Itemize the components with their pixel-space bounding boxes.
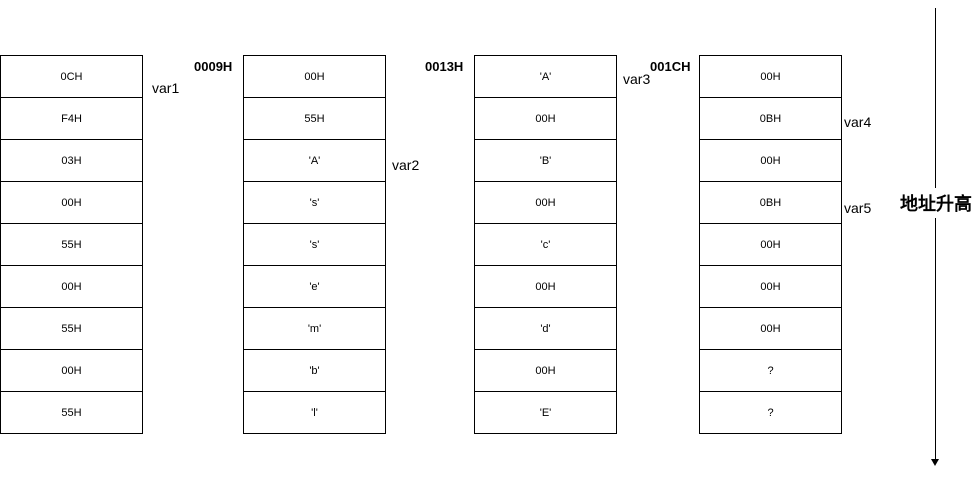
var1-label: var1 [152,80,180,96]
memory-cell: 00H [699,223,842,266]
memory-cell: 55H [0,307,143,350]
address-label-col3: 0013H [425,59,464,74]
memory-cell: 'B' [474,139,617,182]
memory-cell: 0BH [699,97,842,140]
memory-cell: 'b' [243,349,386,392]
var3-label: var3 [623,71,651,87]
memory-column-3: 'A' 00H 'B' 00H 'c' 00H 'd' 00H 'E' [474,55,617,434]
memory-cell: 55H [243,97,386,140]
var2-label: var2 [392,157,420,173]
var4-label: var4 [844,114,872,130]
memory-cell: 00H [474,349,617,392]
memory-cell: 55H [0,391,143,434]
memory-cell: 00H [699,307,842,350]
memory-cell: 00H [474,181,617,224]
memory-column-4: 00H 0BH 00H 0BH 00H 00H 00H ? ? [699,55,842,434]
memory-cell: 00H [699,265,842,308]
memory-cell: 's' [243,181,386,224]
memory-cell: 03H [0,139,143,182]
memory-cell: 00H [474,97,617,140]
memory-column-1: 0CH F4H 03H 00H 55H 00H 55H 00H 55H [0,55,143,434]
arrow-down-icon [931,459,939,466]
memory-cell: ? [699,391,842,434]
var5-label: var5 [844,200,872,216]
memory-cell: 00H [0,181,143,224]
memory-cell: 'l' [243,391,386,434]
memory-cell: 00H [0,265,143,308]
address-axis-label: 地址升高 [900,188,972,218]
memory-cell: 00H [0,349,143,392]
memory-cell: 0BH [699,181,842,224]
memory-cell: ? [699,349,842,392]
address-axis-line [935,8,936,463]
address-label-col4: 001CH [650,59,691,74]
memory-cell: 00H [699,55,842,98]
memory-column-2: 00H 55H 'A' 's' 's' 'e' 'm' 'b' 'l' [243,55,386,434]
memory-cell: 'e' [243,265,386,308]
memory-cell: 00H [243,55,386,98]
memory-cell: 00H [699,139,842,182]
memory-cell: 'E' [474,391,617,434]
memory-cell: 's' [243,223,386,266]
memory-cell: 00H [474,265,617,308]
memory-cell: 'd' [474,307,617,350]
memory-cell: 'm' [243,307,386,350]
memory-cell: 'A' [474,55,617,98]
address-label-col2: 0009H [194,59,233,74]
memory-cell: F4H [0,97,143,140]
memory-cell: 0CH [0,55,143,98]
memory-cell: 'A' [243,139,386,182]
memory-cell: 55H [0,223,143,266]
memory-cell: 'c' [474,223,617,266]
